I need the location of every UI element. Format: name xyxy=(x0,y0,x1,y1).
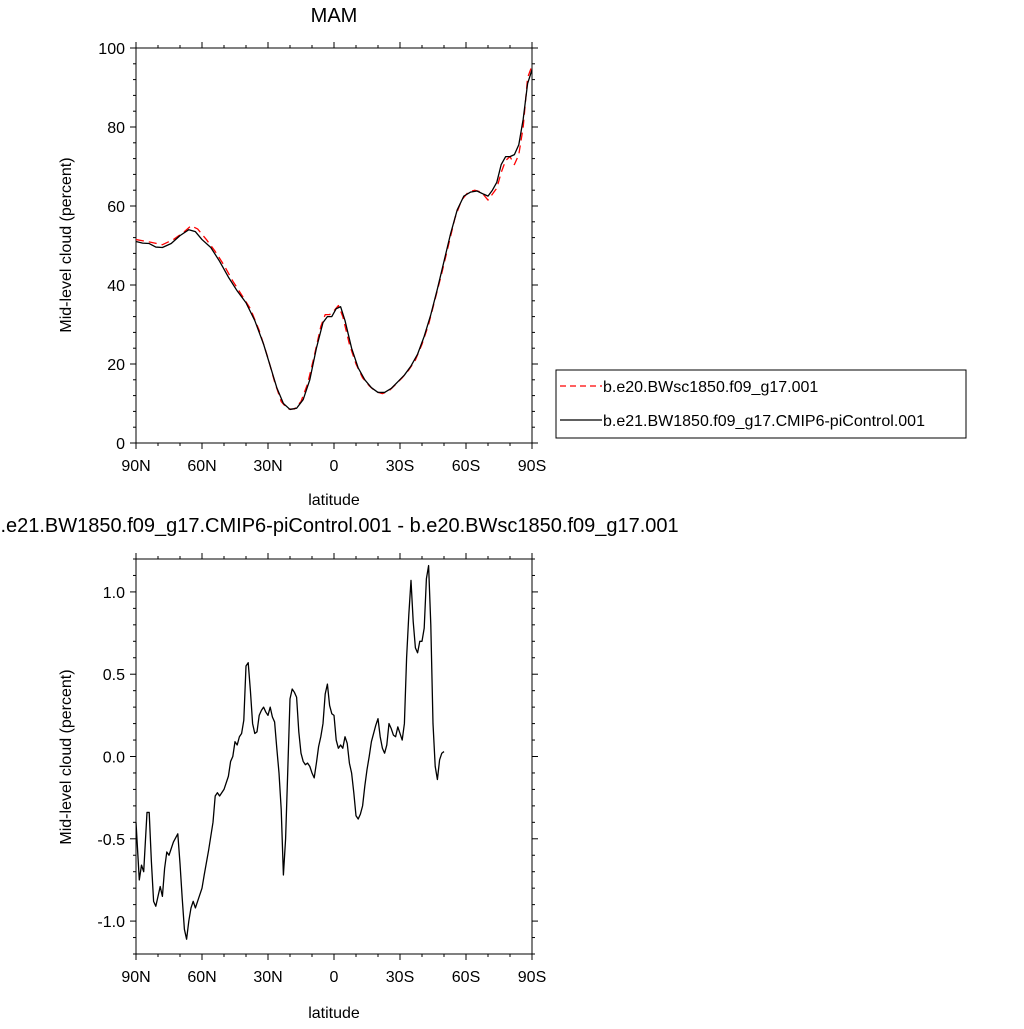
series-line-1 xyxy=(135,65,533,410)
x-tick-label: 90N xyxy=(121,458,150,475)
x-tick-label: 60N xyxy=(187,458,216,475)
top-axis-ticks: 90N 60N 30N 0 30S 60S 90S 0 20 40 60 80 100 xyxy=(98,41,546,475)
y-tick-label: 0.0 xyxy=(103,750,125,767)
y-tick-label: 0 xyxy=(116,436,125,453)
y-tick-label: 60 xyxy=(107,199,125,216)
series-line-2 xyxy=(135,69,533,411)
bottom-x-axis-label: latitude xyxy=(308,1005,360,1022)
x-tick-label: 0 xyxy=(330,969,339,986)
top-panel: MAM 90N 60N 30N 0 30S 60S 90S 0 20 40 60 80 100 lati… xyxy=(58,5,546,509)
legend: b.e20.BWsc1850.f09_g17.001 b.e21.BW1850.… xyxy=(555,369,967,439)
y-tick-label: 0.5 xyxy=(103,667,125,684)
top-plot-frame xyxy=(135,47,533,444)
legend-label-series-2: b.e21.BW1850.f09_g17.CMIP6-piControl.001 xyxy=(603,413,925,430)
x-tick-label: 60S xyxy=(452,969,480,986)
bottom-y-axis-label: Mid-level cloud (percent) xyxy=(58,669,75,844)
x-tick-label: 0 xyxy=(330,458,339,475)
top-chart-title: MAM xyxy=(311,5,358,27)
x-tick-label: 60S xyxy=(452,458,480,475)
x-tick-label: 30N xyxy=(253,458,282,475)
x-tick-label: 90S xyxy=(518,969,546,986)
legend-box xyxy=(555,369,967,439)
bottom-plot-series xyxy=(135,564,445,940)
series-line-1 xyxy=(135,564,445,940)
y-tick-label: -1.0 xyxy=(97,914,125,931)
top-y-axis-label: Mid-level cloud (percent) xyxy=(58,157,75,332)
x-tick-label: 30S xyxy=(386,458,414,475)
legend-label-series-1: b.e20.BWsc1850.f09_g17.001 xyxy=(603,379,818,396)
x-tick-label: 30N xyxy=(253,969,282,986)
y-tick-label: 40 xyxy=(107,278,125,295)
y-tick-label: 100 xyxy=(98,41,125,58)
y-tick-label: -0.5 xyxy=(97,832,125,849)
x-tick-label: 60N xyxy=(187,969,216,986)
x-tick-label: 90S xyxy=(518,458,546,475)
bottom-panel: b.e21.BW1850.f09_g17.CMIP6-piControl.001… xyxy=(0,515,679,1022)
x-tick-label: 30S xyxy=(386,969,414,986)
top-plot-series xyxy=(135,65,533,411)
x-tick-label: 90N xyxy=(121,969,150,986)
bottom-axis-ticks: 90N 60N 30N 0 30S 60S 90S -1.0 -0.5 0.0 0.5 1.0 xyxy=(97,553,546,986)
y-tick-label: 80 xyxy=(107,120,125,137)
bottom-chart-title: b.e21.BW1850.f09_g17.CMIP6-piControl.001… xyxy=(0,515,679,537)
top-x-axis-label: latitude xyxy=(308,492,360,509)
y-tick-label: 1.0 xyxy=(103,585,125,602)
bottom-plot-frame xyxy=(135,558,533,955)
y-tick-label: 20 xyxy=(107,357,125,374)
